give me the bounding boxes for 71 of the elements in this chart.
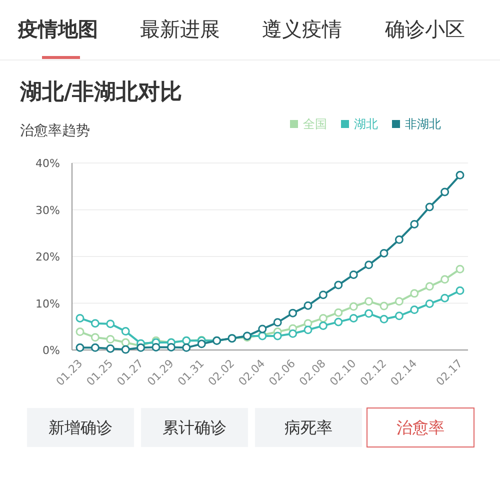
point <box>304 301 312 310</box>
point <box>456 170 464 180</box>
y-tick-label: 20% <box>36 250 60 264</box>
point <box>166 342 176 352</box>
y-tick-label: 0% <box>42 344 60 357</box>
point <box>90 343 100 352</box>
point <box>288 308 298 318</box>
y-tick-label: 10% <box>36 297 60 310</box>
point <box>106 320 115 328</box>
legend-label: 湖北 <box>354 117 378 131</box>
point <box>410 220 419 228</box>
text: 最新进展 <box>140 17 220 41</box>
chart-title: 湖北/非湖北对比 <box>19 80 182 105</box>
point <box>425 202 434 212</box>
point <box>364 309 374 318</box>
point <box>197 340 206 348</box>
text: 新增确诊 <box>48 418 112 437</box>
point <box>440 188 450 196</box>
point <box>334 318 343 326</box>
legend-label: 非湖北 <box>405 117 441 131</box>
point <box>121 338 130 347</box>
point <box>364 297 374 306</box>
point <box>76 314 84 322</box>
point <box>380 314 388 324</box>
text: 累计确诊 <box>162 418 226 437</box>
point <box>90 319 100 328</box>
point <box>121 345 130 354</box>
point <box>106 334 115 344</box>
point <box>334 280 343 290</box>
point <box>394 235 404 244</box>
point <box>288 329 298 338</box>
y-tick-label: 30% <box>36 204 60 217</box>
point <box>349 314 358 322</box>
y-tick-label: 40% <box>36 157 60 170</box>
point <box>152 342 160 352</box>
point <box>425 282 434 291</box>
point <box>182 343 191 352</box>
text: 遵义疫情 <box>262 17 342 41</box>
point <box>121 327 130 336</box>
point <box>440 275 450 284</box>
point <box>76 328 84 336</box>
point <box>304 326 312 334</box>
point <box>349 302 358 311</box>
point <box>334 308 343 317</box>
point <box>440 294 450 302</box>
point <box>258 324 267 334</box>
point <box>90 333 100 342</box>
point <box>318 290 328 300</box>
text: 病死率 <box>284 418 332 437</box>
point <box>380 302 388 310</box>
point <box>273 318 282 327</box>
point <box>425 299 434 308</box>
text: 疫情地图 <box>17 17 98 41</box>
point <box>410 289 419 298</box>
point <box>76 343 84 352</box>
point <box>273 332 282 340</box>
text: 治愈率 <box>396 418 444 437</box>
point <box>394 297 404 306</box>
point <box>318 321 328 330</box>
text: 确诊小区 <box>384 17 465 41</box>
point <box>380 248 388 258</box>
point <box>318 314 328 322</box>
chart-subtitle: 治愈率趋势 <box>20 123 90 139</box>
point <box>394 312 404 320</box>
point <box>456 264 464 274</box>
point <box>364 260 374 270</box>
point <box>410 306 419 314</box>
point <box>456 286 464 295</box>
legend-label: 全国 <box>303 117 327 131</box>
point <box>106 344 115 353</box>
point <box>349 270 358 279</box>
